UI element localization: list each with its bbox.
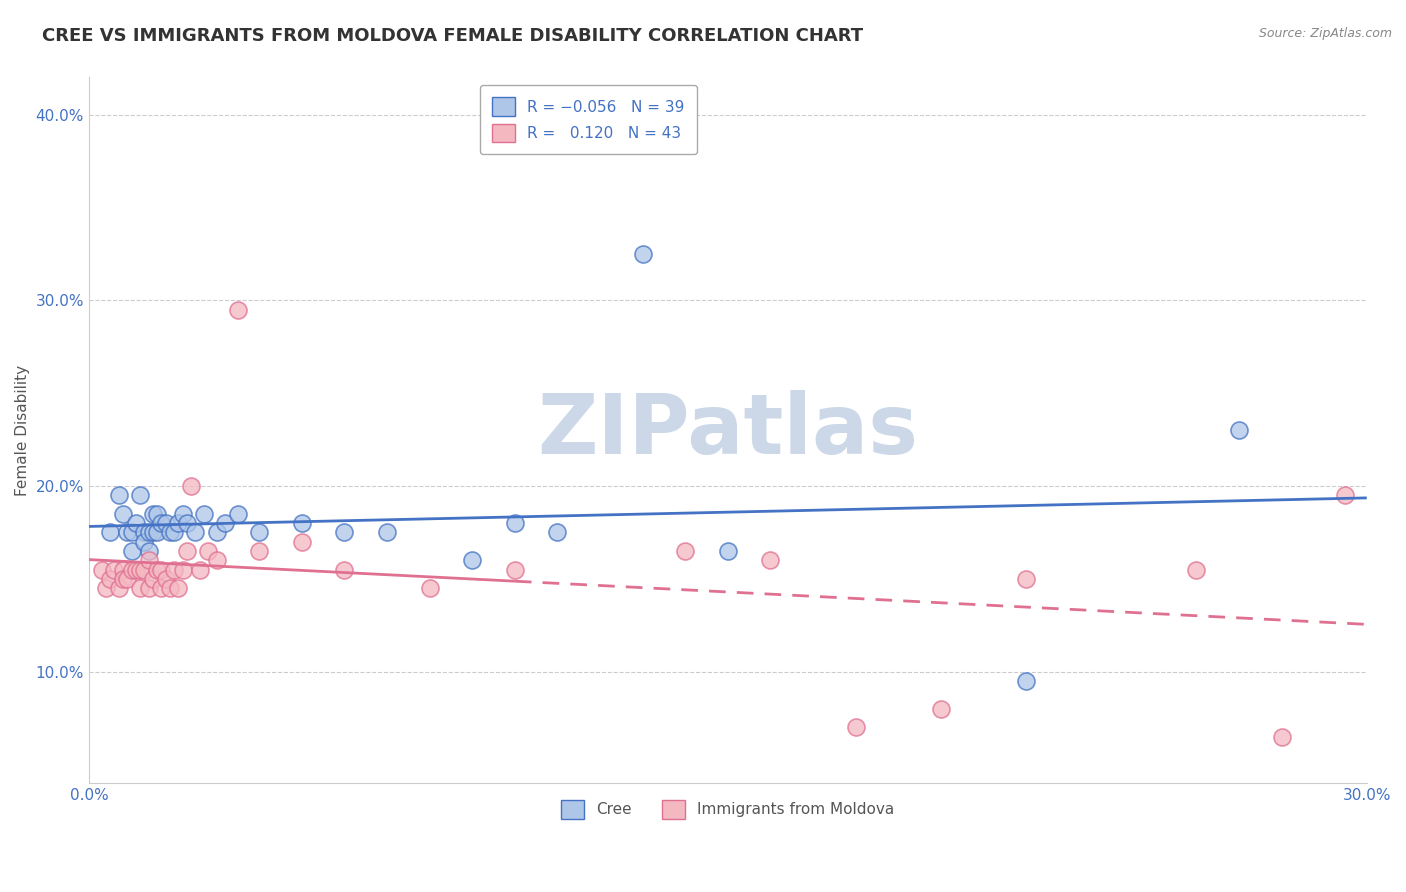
Point	[247, 525, 270, 540]
Point	[134, 534, 156, 549]
Point	[291, 516, 314, 530]
Point	[134, 562, 156, 576]
Point	[205, 525, 228, 540]
Point	[1270, 730, 1292, 744]
Point	[167, 516, 190, 530]
Point	[419, 581, 441, 595]
Point	[197, 544, 219, 558]
Y-axis label: Female Disability: Female Disability	[15, 365, 30, 496]
Point	[107, 581, 129, 595]
Point	[146, 562, 169, 576]
Point	[214, 516, 236, 530]
Point	[142, 507, 165, 521]
Text: CREE VS IMMIGRANTS FROM MOLDOVA FEMALE DISABILITY CORRELATION CHART: CREE VS IMMIGRANTS FROM MOLDOVA FEMALE D…	[42, 27, 863, 45]
Point	[129, 562, 152, 576]
Point	[929, 702, 952, 716]
Point	[98, 525, 121, 540]
Point	[375, 525, 398, 540]
Point	[1185, 562, 1208, 576]
Point	[155, 572, 177, 586]
Point	[1015, 673, 1038, 688]
Point	[333, 562, 356, 576]
Point	[461, 553, 484, 567]
Point	[333, 525, 356, 540]
Point	[159, 581, 181, 595]
Point	[247, 544, 270, 558]
Point	[176, 544, 198, 558]
Point	[180, 479, 202, 493]
Point	[129, 581, 152, 595]
Point	[111, 572, 134, 586]
Point	[155, 516, 177, 530]
Point	[1334, 488, 1357, 502]
Point	[94, 581, 117, 595]
Point	[150, 516, 173, 530]
Point	[138, 544, 160, 558]
Point	[759, 553, 782, 567]
Point	[226, 507, 249, 521]
Point	[172, 562, 194, 576]
Point	[146, 507, 169, 521]
Point	[111, 507, 134, 521]
Point	[117, 525, 139, 540]
Point	[146, 525, 169, 540]
Point	[125, 562, 148, 576]
Point	[226, 302, 249, 317]
Point	[90, 562, 112, 576]
Point	[546, 525, 568, 540]
Point	[167, 581, 190, 595]
Point	[163, 525, 186, 540]
Point	[150, 581, 173, 595]
Point	[1015, 572, 1038, 586]
Point	[193, 507, 215, 521]
Point	[142, 525, 165, 540]
Point	[1227, 423, 1250, 437]
Point	[107, 488, 129, 502]
Point	[98, 572, 121, 586]
Point	[184, 525, 207, 540]
Point	[117, 572, 139, 586]
Point	[163, 562, 186, 576]
Point	[138, 525, 160, 540]
Point	[103, 562, 125, 576]
Point	[125, 516, 148, 530]
Point	[129, 488, 152, 502]
Text: Source: ZipAtlas.com: Source: ZipAtlas.com	[1258, 27, 1392, 40]
Point	[121, 562, 143, 576]
Point	[205, 553, 228, 567]
Point	[159, 525, 181, 540]
Point	[631, 247, 654, 261]
Point	[176, 516, 198, 530]
Point	[845, 720, 868, 734]
Point	[134, 525, 156, 540]
Point	[673, 544, 696, 558]
Point	[172, 507, 194, 521]
Point	[150, 562, 173, 576]
Point	[121, 544, 143, 558]
Point	[717, 544, 740, 558]
Legend: Cree, Immigrants from Moldova: Cree, Immigrants from Moldova	[555, 794, 901, 825]
Point	[138, 581, 160, 595]
Point	[111, 562, 134, 576]
Point	[291, 534, 314, 549]
Point	[503, 516, 526, 530]
Point	[188, 562, 211, 576]
Point	[142, 572, 165, 586]
Point	[503, 562, 526, 576]
Point	[121, 525, 143, 540]
Text: ZIPatlas: ZIPatlas	[537, 390, 918, 471]
Point	[138, 553, 160, 567]
